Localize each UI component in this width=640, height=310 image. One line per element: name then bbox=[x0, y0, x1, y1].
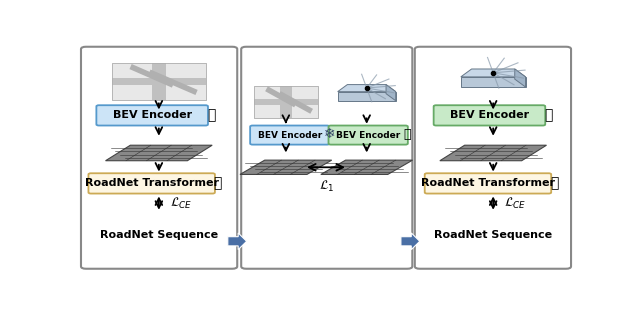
Text: $\mathcal{L}_1$: $\mathcal{L}_1$ bbox=[319, 179, 334, 194]
FancyBboxPatch shape bbox=[253, 99, 318, 104]
Text: $\mathcal{L}_{CE}$: $\mathcal{L}_{CE}$ bbox=[504, 196, 527, 211]
Text: $\mathcal{L}_{CE}$: $\mathcal{L}_{CE}$ bbox=[170, 196, 193, 211]
Polygon shape bbox=[321, 160, 413, 175]
FancyBboxPatch shape bbox=[434, 105, 545, 126]
Polygon shape bbox=[240, 160, 332, 175]
Text: 🔥: 🔥 bbox=[550, 176, 558, 190]
FancyBboxPatch shape bbox=[97, 105, 208, 126]
FancyBboxPatch shape bbox=[152, 63, 166, 100]
FancyBboxPatch shape bbox=[415, 47, 571, 269]
Text: RoadNet Sequence: RoadNet Sequence bbox=[100, 230, 218, 240]
FancyBboxPatch shape bbox=[328, 126, 408, 144]
FancyBboxPatch shape bbox=[253, 86, 318, 118]
Text: RoadNet Transformer: RoadNet Transformer bbox=[421, 178, 555, 188]
FancyBboxPatch shape bbox=[425, 173, 551, 193]
Text: BEV Encoder: BEV Encoder bbox=[450, 110, 529, 120]
FancyBboxPatch shape bbox=[112, 63, 206, 100]
FancyBboxPatch shape bbox=[280, 86, 292, 118]
Text: 🔥: 🔥 bbox=[404, 128, 411, 141]
Circle shape bbox=[365, 87, 381, 95]
Polygon shape bbox=[440, 145, 547, 161]
Polygon shape bbox=[106, 145, 212, 161]
Polygon shape bbox=[461, 77, 525, 87]
Text: BEV Encoder: BEV Encoder bbox=[113, 110, 192, 120]
Text: BEV Encoder: BEV Encoder bbox=[258, 131, 322, 140]
Polygon shape bbox=[515, 69, 525, 87]
Text: RoadNet Transformer: RoadNet Transformer bbox=[84, 178, 219, 188]
Polygon shape bbox=[338, 92, 396, 101]
FancyArrow shape bbox=[228, 233, 246, 250]
FancyBboxPatch shape bbox=[112, 78, 206, 85]
FancyBboxPatch shape bbox=[241, 47, 412, 269]
Polygon shape bbox=[386, 85, 396, 101]
Text: 🔥: 🔥 bbox=[544, 108, 552, 122]
Text: BEV Encoder: BEV Encoder bbox=[336, 131, 400, 140]
FancyBboxPatch shape bbox=[250, 126, 330, 144]
FancyBboxPatch shape bbox=[81, 47, 237, 269]
FancyBboxPatch shape bbox=[88, 173, 215, 193]
Polygon shape bbox=[338, 85, 396, 92]
Text: RoadNet Sequence: RoadNet Sequence bbox=[434, 230, 552, 240]
Text: 🔥: 🔥 bbox=[213, 176, 221, 190]
Text: 🔥: 🔥 bbox=[207, 108, 216, 122]
FancyArrow shape bbox=[401, 233, 420, 250]
Text: ❄: ❄ bbox=[324, 127, 335, 141]
Circle shape bbox=[492, 72, 509, 80]
Polygon shape bbox=[461, 69, 525, 77]
